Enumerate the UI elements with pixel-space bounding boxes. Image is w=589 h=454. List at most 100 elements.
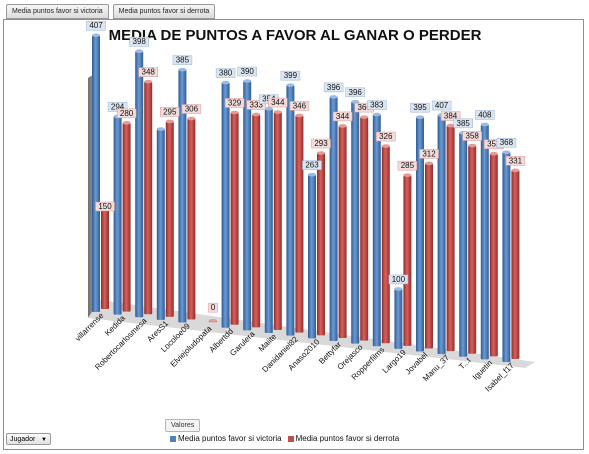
data-label-derrota: 366 xyxy=(358,103,372,112)
bar-top-derrota xyxy=(360,115,369,119)
data-label-box xyxy=(440,111,461,121)
data-label-box xyxy=(138,67,158,77)
bar-victoria xyxy=(394,288,403,349)
bar-top-derrota xyxy=(425,161,433,166)
legend-item-victoria: Media puntos favor si victoria xyxy=(170,434,282,443)
bar-victoria xyxy=(178,69,187,323)
bar-top-derrota xyxy=(338,124,347,128)
data-label-victoria: 408 xyxy=(478,110,492,119)
data-label-box xyxy=(332,111,353,122)
bar-derrota xyxy=(360,117,369,341)
data-label-box xyxy=(302,160,322,170)
bar-victoria xyxy=(243,81,252,331)
bar-victoria xyxy=(156,129,165,320)
data-label-derrota: 331 xyxy=(509,156,523,165)
bar-top-victoria xyxy=(394,287,403,291)
bar-derrota xyxy=(468,145,477,354)
bar-top-victoria xyxy=(480,122,489,127)
data-label-derrota: 352 xyxy=(487,140,501,149)
bar-victoria xyxy=(351,101,360,344)
data-label-box xyxy=(419,149,439,159)
bar-top-derrota xyxy=(468,143,477,148)
data-label-victoria: 263 xyxy=(305,161,319,170)
data-label-derrota: 312 xyxy=(422,149,436,158)
data-label-victoria: 294 xyxy=(111,102,125,111)
data-label-victoria: 407 xyxy=(89,21,103,30)
data-label-box xyxy=(129,36,149,47)
data-label-box xyxy=(172,55,193,65)
bar-top-derrota xyxy=(381,144,390,148)
chart-title: MEDIA DE PUNTOS A FAVOR AL GANAR O PERDE… xyxy=(109,27,482,44)
bar-top-derrota xyxy=(511,168,520,173)
data-label-victoria: 383 xyxy=(370,101,384,110)
bar-top-derrota xyxy=(273,110,282,114)
bar-top-derrota xyxy=(317,151,325,155)
data-label-derrota: 285 xyxy=(401,161,415,170)
bar-derrota xyxy=(317,153,325,336)
bar-derrota xyxy=(381,146,390,344)
data-label-box xyxy=(410,102,430,113)
data-label-derrota: 346 xyxy=(293,101,307,110)
bar-derrota xyxy=(338,125,347,338)
bar-top-derrota xyxy=(252,112,261,117)
chart-legend: Media puntos favor si victoria Media pun… xyxy=(170,434,399,443)
bar-derrota xyxy=(165,121,174,317)
data-label-box xyxy=(237,66,257,77)
bar-derrota xyxy=(425,163,433,349)
bar-derrota xyxy=(489,153,498,357)
data-label-box xyxy=(397,160,418,171)
data-label-box xyxy=(86,20,106,31)
bar-victoria xyxy=(308,174,316,339)
bar-victoria xyxy=(286,85,295,336)
bar-derrota xyxy=(101,207,109,309)
bar-top-victoria xyxy=(502,150,511,155)
legend-item-derrota: Media puntos favor si derrota xyxy=(287,434,399,443)
bar-top-derrota xyxy=(187,116,196,121)
data-label-victoria: 395 xyxy=(413,103,427,112)
data-label-box xyxy=(160,107,180,117)
data-label-derrota: 344 xyxy=(336,112,350,121)
data-label-derrota: 333 xyxy=(250,100,264,109)
bar-victoria xyxy=(437,115,446,355)
data-label-box xyxy=(475,110,495,120)
data-label-victoria: 396 xyxy=(349,88,363,97)
bar-top-derrota xyxy=(230,110,239,115)
bar-derrota xyxy=(122,122,131,312)
data-label-victoria: 398 xyxy=(133,37,147,46)
jugador-filter-dropdown[interactable]: Jugador ▼ xyxy=(6,433,51,445)
bar-victoria xyxy=(92,35,100,313)
bar-top-derrota xyxy=(295,113,304,118)
data-label-derrota: 326 xyxy=(379,132,393,141)
bar-derrota xyxy=(230,112,239,325)
data-label-derrota: 348 xyxy=(142,68,156,77)
tab-victoria[interactable]: Media puntos favor si victoria xyxy=(6,4,109,19)
data-label-box xyxy=(280,70,301,81)
data-label-box xyxy=(388,274,409,285)
data-label-victoria: 368 xyxy=(500,138,514,147)
bar-victoria xyxy=(459,132,468,357)
data-label-victoria: 380 xyxy=(219,69,233,78)
data-label-derrota: 358 xyxy=(466,132,480,141)
bar-derrota xyxy=(511,170,520,359)
bar-victoria xyxy=(372,114,381,347)
data-label-derrota: 344 xyxy=(271,98,285,107)
data-label-derrota: 306 xyxy=(185,105,199,114)
bar-derrota xyxy=(295,115,304,333)
tab-derrota[interactable]: Media puntos favor si derrota xyxy=(112,4,216,19)
data-label-box xyxy=(246,100,266,110)
bar-victoria xyxy=(416,117,424,352)
bar-derrota xyxy=(187,118,196,320)
bar-top-victoria xyxy=(135,49,144,54)
bar-derrota xyxy=(403,175,412,346)
bar-derrota xyxy=(144,81,153,315)
bar-victoria xyxy=(264,108,273,334)
bar-top-victoria xyxy=(178,67,187,72)
data-label-box xyxy=(431,100,452,111)
data-label-derrota: 384 xyxy=(444,112,458,121)
values-field-button[interactable]: Valores xyxy=(165,419,201,432)
data-label-box xyxy=(289,101,310,111)
data-label-victoria: 407 xyxy=(435,101,449,110)
data-label-derrota: 150 xyxy=(98,202,112,211)
bar-top-victoria xyxy=(243,79,252,83)
